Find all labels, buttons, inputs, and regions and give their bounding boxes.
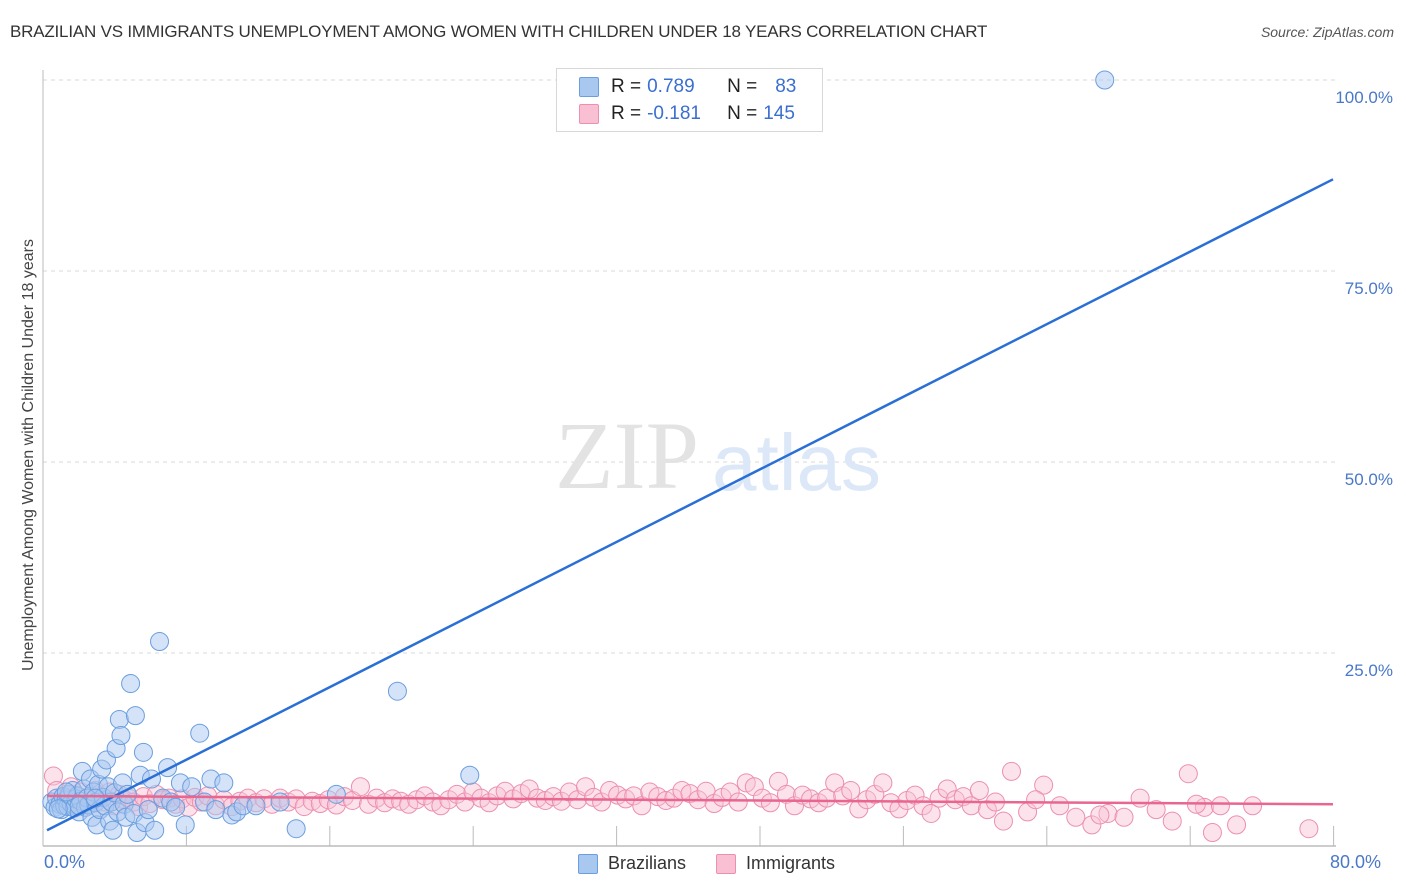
chart-title: BRAZILIAN VS IMMIGRANTS UNEMPLOYMENT AMO… [10, 22, 988, 41]
legend-item-immigrants[interactable]: Immigrants [716, 853, 835, 874]
n-value: 83 [775, 76, 797, 97]
immigrants-points [43, 761, 1319, 843]
legend-item-brazilians[interactable]: Brazilians [578, 853, 686, 874]
immigrants-swatch [716, 853, 737, 874]
legend-row-immigrants: R = -0.181 N = 145 [579, 102, 795, 126]
brazilians-points [42, 70, 1115, 843]
watermark-atlas: atlas [712, 418, 881, 507]
svg-text:25.0%: 25.0% [1345, 661, 1393, 680]
brazilians-swatch [579, 77, 599, 97]
immigrants-swatch [579, 104, 599, 124]
r-label: R = [611, 103, 642, 124]
svg-text:75.0%: 75.0% [1345, 279, 1393, 298]
svg-text:100.0%: 100.0% [1335, 88, 1393, 107]
source-label: Source: ZipAtlas.com [1260, 24, 1394, 40]
n-label: N = [727, 103, 758, 124]
trendlines [46, 178, 1334, 832]
y-tick-labels: 25.0% 50.0% 75.0% 100.0% [1335, 88, 1393, 680]
n-label: N = [727, 76, 758, 97]
x-max-label: 80.0% [1330, 852, 1382, 872]
legend-label: Brazilians [608, 853, 687, 873]
r-label: R = [611, 76, 642, 97]
svg-text:50.0%: 50.0% [1345, 470, 1393, 489]
r-value: 0.789 [647, 76, 695, 97]
brazilians-swatch [578, 853, 598, 874]
legend-row-brazilians: R = 0.789 N = 83 [579, 75, 796, 99]
correlation-legend: R = 0.789 N = 83 R = -0.181 N = 145 [556, 68, 823, 132]
watermark: ZIP atlas [555, 402, 881, 509]
r-value: -0.181 [647, 103, 701, 124]
x-tick-marks [185, 826, 1335, 846]
watermark-zip: ZIP [555, 402, 699, 509]
axes [42, 70, 1336, 847]
x-min-label: 0.0% [44, 852, 86, 872]
series-legend: Brazilians Immigrants [578, 853, 865, 874]
gridlines [43, 79, 1336, 654]
n-value: 145 [763, 103, 795, 124]
legend-label: Immigrants [746, 853, 836, 873]
